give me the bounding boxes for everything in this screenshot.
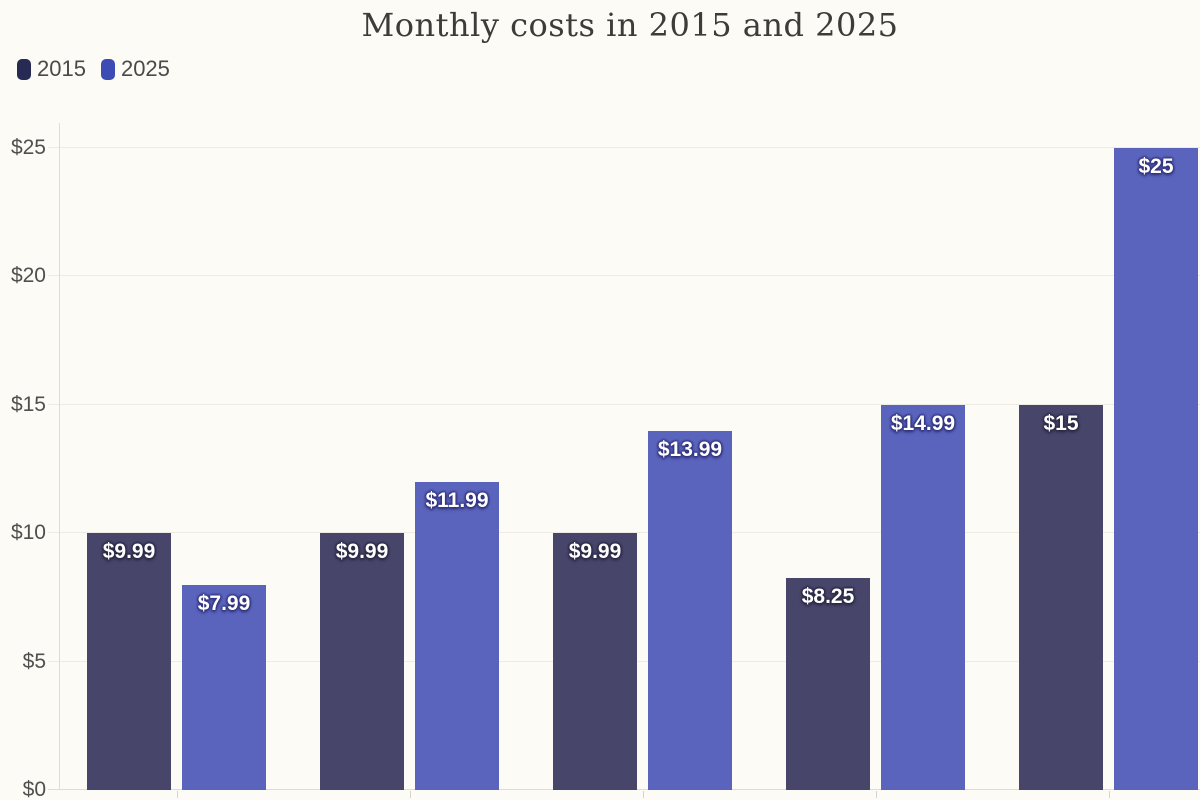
bar-value-label-2015-group-4: $8.25	[801, 585, 855, 609]
bar-value-label-2025-group-4: $14.99	[890, 412, 956, 436]
bar-2025-group-3: $13.99	[648, 430, 732, 790]
bar-value-label-2015-group-2: $9.99	[335, 540, 389, 564]
bar-value-label-2025-group-5: $25	[1138, 155, 1174, 178]
y-axis-tick-label: $20	[10, 264, 46, 288]
legend-label-2015: 2015	[37, 56, 86, 81]
bar-2015-group-4: $8.25	[786, 578, 870, 790]
bar-value-label-2015-group-3: $9.99	[568, 540, 622, 564]
bar-2025-group-5: $25	[1114, 148, 1198, 790]
gridline-$20	[48, 275, 1200, 277]
legend-label-2025: 2025	[120, 56, 170, 81]
bar-2015-group-1: $9.99	[87, 533, 171, 790]
bar-value-label-2025-group-1: $7.99	[197, 591, 251, 615]
bar-value-label-2025-group-2: $11.99	[425, 489, 489, 513]
bar-value-label-2015-group-1: $9.99	[102, 540, 156, 564]
legend: 2015 2025	[17, 58, 170, 80]
y-axis-tick-label: $0	[22, 778, 46, 800]
legend-item-2025: 2025	[100, 56, 170, 81]
x-axis-tick	[876, 791, 877, 798]
bar-2025-group-4: $14.99	[881, 405, 965, 790]
legend-item-2015: 2015	[17, 58, 86, 80]
y-axis-line	[59, 123, 60, 790]
gridline-$15	[48, 403, 1200, 405]
y-axis-tick-label: $25	[10, 136, 46, 159]
bar-value-label-2025-group-3: $13.99	[657, 437, 723, 461]
x-axis-tick	[177, 791, 178, 798]
y-axis-tick-label: $15	[10, 392, 46, 416]
bar-2025-group-2: $11.99	[415, 482, 499, 790]
bar-2025-group-1: $7.99	[182, 584, 266, 790]
x-axis-tick	[1109, 791, 1110, 798]
legend-swatch-2015	[17, 58, 31, 80]
bar-value-label-2015-group-5: $15	[1043, 411, 1079, 435]
gridline-$10	[48, 532, 1200, 534]
bar-2015-group-5: $15	[1019, 404, 1103, 790]
chart-title: Monthly costs in 2015 and 2025	[361, 6, 899, 44]
legend-swatch-2025	[100, 58, 115, 80]
bar-2015-group-2: $9.99	[320, 533, 404, 790]
y-axis-tick-label: $5	[22, 649, 46, 673]
x-axis-tick	[410, 791, 411, 798]
gridline-$25	[48, 147, 1200, 148]
y-axis-tick-label: $10	[10, 521, 46, 545]
bar-2015-group-3: $9.99	[553, 533, 637, 790]
x-axis-tick	[643, 791, 644, 798]
